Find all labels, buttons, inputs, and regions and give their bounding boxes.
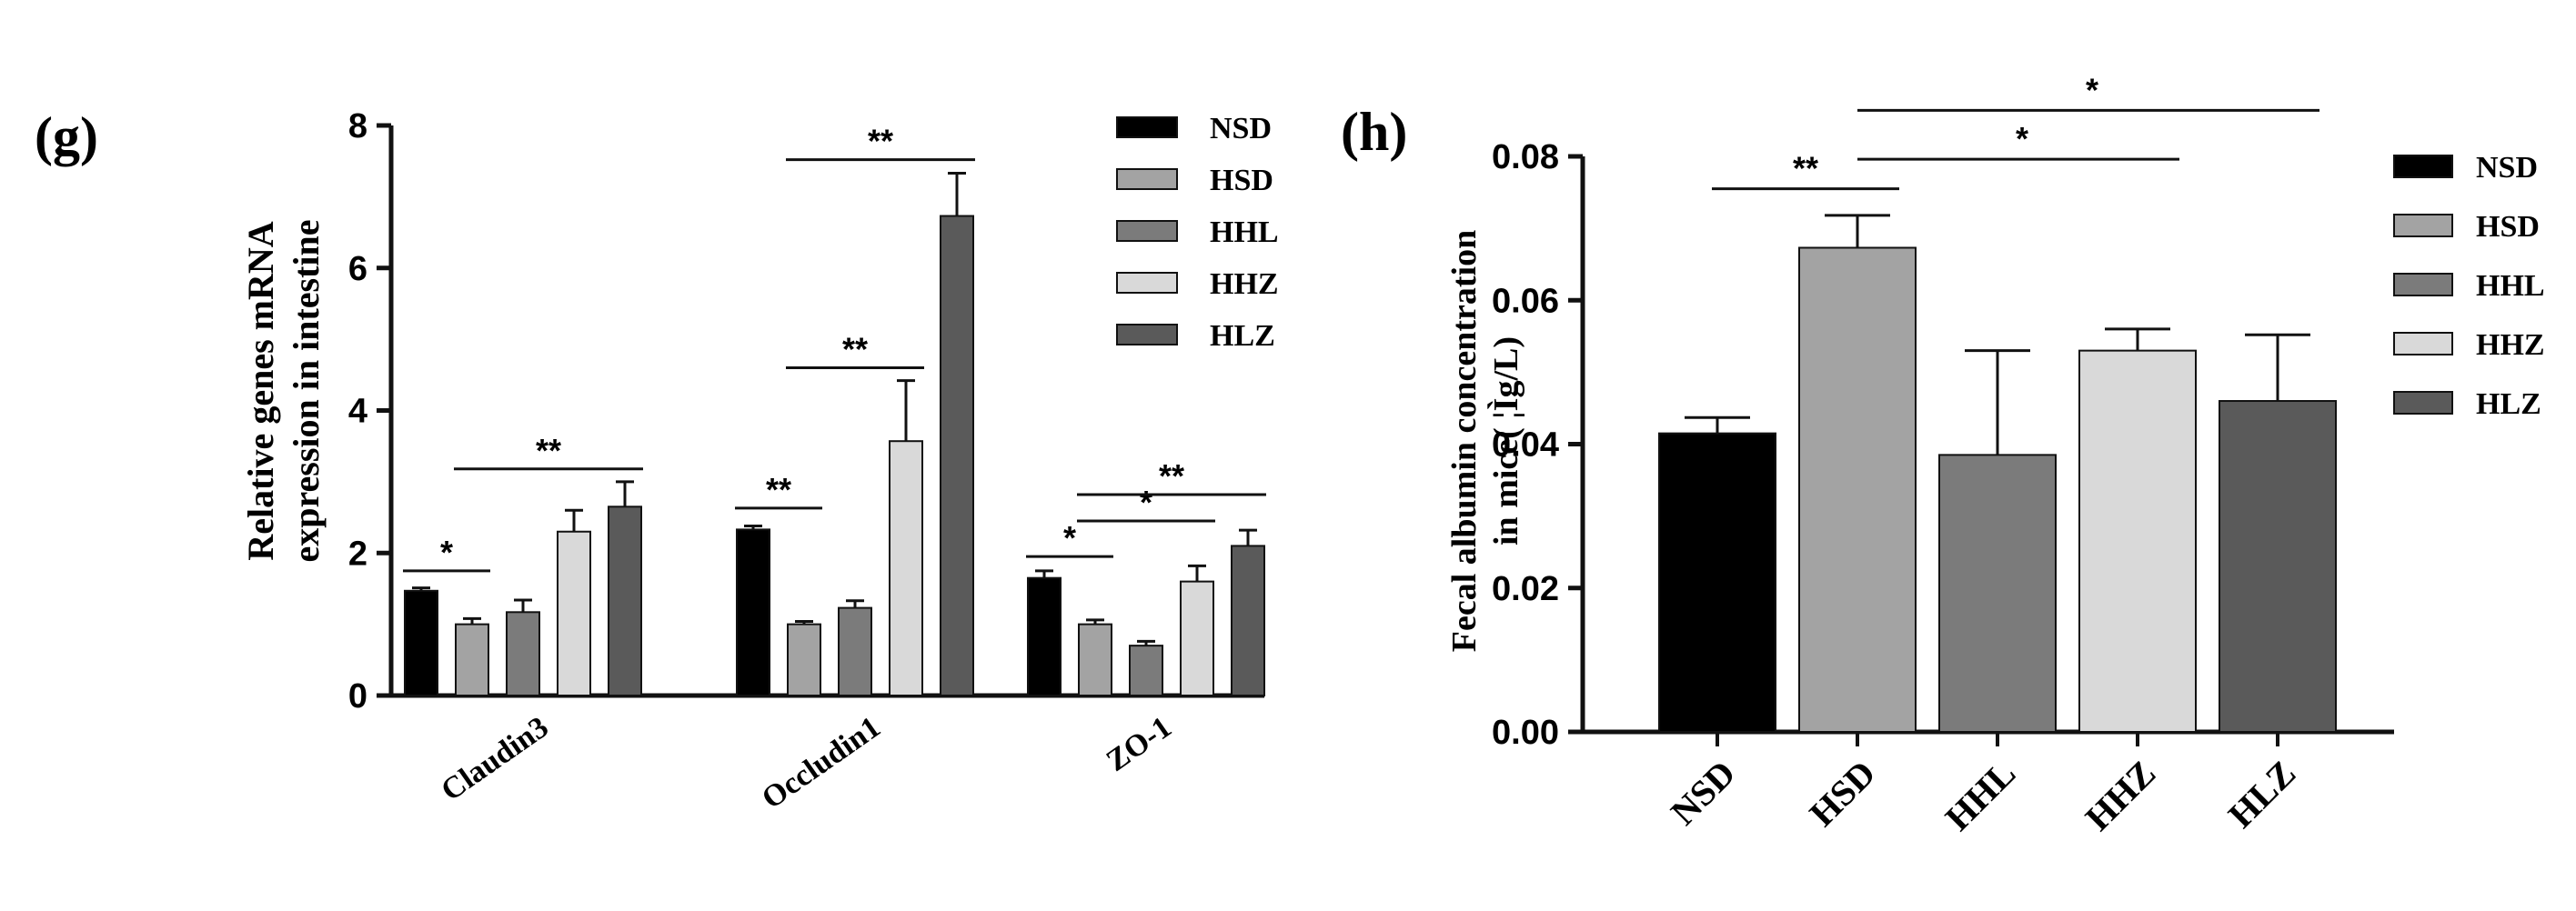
significance-g: ************* [403,123,1266,573]
significance-label: ** [766,471,791,508]
legend-g: NSD HSD HHL HHZ HLZ [1116,112,1279,353]
x-tick-label: HHL [1937,753,2024,839]
y-axis-label-g: Relative genes mRNA expression in intest… [240,219,327,562]
legend-label: NSD [1210,112,1272,145]
x-tick-label: NSD [1663,753,1743,833]
legend-swatch [2393,273,2453,296]
significance-label: * [2016,120,2028,157]
legend-swatch [1116,168,1178,190]
x-tick-label: HSD [1801,753,1883,835]
legend-swatch [1116,220,1178,242]
bar-hhz [1180,580,1214,696]
legend-label: HSD [2476,210,2540,244]
x-tick-label: ZO-1 [1101,710,1178,778]
legend-swatch [2393,332,2453,355]
significance-label: ** [868,123,893,160]
significance-label: * [2086,71,2098,108]
panel-label-h: (h) [1341,102,1407,162]
legend-label: NSD [2476,151,2538,185]
significance-label: * [1063,519,1076,556]
y-tick-label: 2 [348,535,367,573]
significance-label: ** [536,432,561,469]
legend-label: HLZ [1210,319,1275,353]
significance-label: ** [1159,457,1184,495]
legend-label: HHZ [2476,328,2545,362]
panel-g: (g) Relative genes mRNA expression in in… [35,106,1279,816]
y-tick-label: 8 [348,107,367,145]
y-axis-label-line: Fecal albumin concentration [1445,230,1484,652]
legend-label: HSD [1210,164,1273,197]
bar-hsd [787,623,821,696]
bar-nsd [1027,576,1062,697]
y-axis-label-line: expression in intestine [286,219,327,562]
legend-label: HLZ [2476,387,2541,421]
legend-swatch [1116,272,1178,294]
bar-hlz [608,506,642,697]
y-axis-label-line: in mice( ¦Ìg/L) [1487,336,1525,546]
legend-swatch [2393,214,2453,237]
bar-hhz [2078,349,2197,733]
bar-nsd [736,528,770,696]
legend-swatch [2393,391,2453,415]
y-tick-label: 4 [348,393,367,431]
y-tick-label: 6 [348,250,367,288]
panel-label-g: (g) [35,106,98,166]
axes-g: 0 2 4 6 8 Claudin3 Occludin1 ZO-1 [348,107,1264,816]
significance-label: ** [1793,150,1818,187]
y-axis-label-line: Relative genes mRNA [240,221,281,560]
legend-swatch [1116,324,1178,345]
bar-hhl [506,611,540,697]
bar-hsd [455,623,489,696]
panel-h: (h) Fecal albumin concentration in mice(… [1341,71,2545,838]
y-tick-label: 0.04 [1492,426,1559,465]
y-tick-label: 0.02 [1492,570,1559,608]
bar-hlz [940,215,974,696]
significance-label: * [440,534,453,571]
bars-h [1658,214,2337,733]
y-tick-label: 0 [348,677,367,716]
x-tick-label: Occludin1 [756,710,886,816]
bar-hlz [2219,400,2337,733]
legend-label: HHL [2476,269,2545,303]
bar-hhl [1938,454,2057,733]
y-axis-label-h: Fecal albumin concentration in mice( ¦Ìg… [1445,230,1525,652]
bars-g [404,172,1265,697]
bar-hhl [1129,645,1163,697]
bar-nsd [1658,432,1776,733]
significance-h: **** [1712,71,2319,191]
bar-hhz [889,440,923,696]
significance-label: * [1140,484,1152,521]
bar-hsd [1078,623,1112,696]
y-tick-label: 0.06 [1492,282,1559,320]
legend-label: HHL [1210,215,1279,249]
bar-hhl [838,606,872,697]
x-tick-label: HHZ [2078,753,2164,839]
y-tick-label: 0.08 [1492,138,1559,176]
legend-h: NSD HSD HHL HHZ HLZ [2393,151,2545,421]
y-tick-label: 0.00 [1492,714,1559,752]
significance-label: ** [842,330,868,367]
legend-swatch [2393,155,2453,178]
bar-hsd [1798,246,1917,733]
bar-nsd [404,589,438,697]
x-tick-label: Claudin3 [435,710,554,807]
legend-swatch [1116,116,1178,138]
legend-label: HHZ [1210,267,1279,301]
bar-hhz [557,530,591,696]
bar-hlz [1231,545,1265,696]
x-tick-label: HLZ [2220,753,2304,836]
